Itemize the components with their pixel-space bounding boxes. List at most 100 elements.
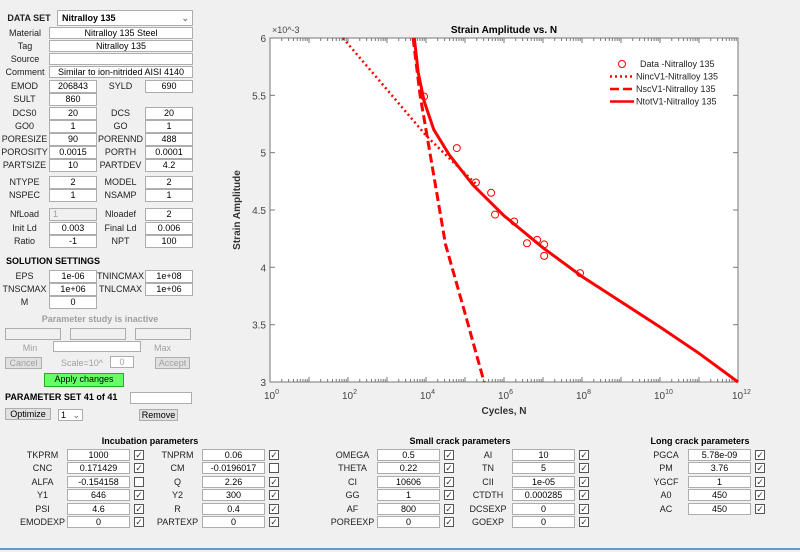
field-ctdth[interactable]: 0.000285 <box>512 489 575 502</box>
field-poresize[interactable]: 90 <box>49 133 97 146</box>
checkbox-cii[interactable]: ✓ <box>579 476 589 487</box>
field-ratio[interactable]: -1 <box>49 235 97 248</box>
checkbox-tnprm[interactable]: ✓ <box>269 450 279 460</box>
field-porosity[interactable]: 0.0015 <box>49 146 97 159</box>
field-nloadef[interactable]: 2 <box>145 208 193 221</box>
field-partdev[interactable]: 4.2 <box>145 159 193 172</box>
apply-changes-button[interactable]: Apply changes <box>44 373 124 387</box>
checkbox-dcsexp[interactable]: ✓ <box>579 503 589 514</box>
remove-button[interactable]: Remove <box>139 409 178 421</box>
field-goexp[interactable]: 0 <box>512 516 575 528</box>
field-poreexp[interactable]: 0 <box>377 516 440 528</box>
checkbox-ai[interactable]: ✓ <box>579 450 589 460</box>
checkbox-tkprm[interactable]: ✓ <box>134 450 144 460</box>
cancel-button[interactable]: Cancel <box>5 357 42 369</box>
checkbox-gg[interactable]: ✓ <box>444 490 454 501</box>
field-porennd[interactable]: 488 <box>145 133 193 146</box>
checkbox-emodexp[interactable]: ✓ <box>134 517 144 527</box>
checkbox-ctdth[interactable]: ✓ <box>579 490 589 501</box>
field-ac[interactable]: 450 <box>688 502 751 515</box>
param-study-field-0[interactable] <box>5 328 61 340</box>
field-pgca[interactable]: 5.78e-09 <box>688 449 751 461</box>
checkbox-r[interactable]: ✓ <box>269 503 279 514</box>
checkbox-goexp[interactable]: ✓ <box>579 517 589 527</box>
field-nsamp[interactable]: 1 <box>145 189 193 202</box>
field-dcs0[interactable]: 20 <box>49 107 97 120</box>
meta-field-tag[interactable]: Nitralloy 135 <box>49 40 193 52</box>
field-syld[interactable]: 690 <box>145 80 193 93</box>
field-nspec[interactable]: 1 <box>49 189 97 202</box>
checkbox-cm[interactable] <box>269 463 279 474</box>
field-tn[interactable]: 5 <box>512 462 575 475</box>
checkbox-ygcf[interactable]: ✓ <box>755 476 765 487</box>
field-npt[interactable]: 100 <box>145 235 193 248</box>
checkbox-cnc[interactable]: ✓ <box>134 463 144 474</box>
checkbox-poreexp[interactable]: ✓ <box>444 517 454 527</box>
field-nfload[interactable]: 1 <box>49 208 97 221</box>
field-ci[interactable]: 10606 <box>377 475 440 488</box>
checkbox-a0[interactable]: ✓ <box>755 490 765 501</box>
field-pm[interactable]: 3.76 <box>688 462 751 475</box>
checkbox-alfa[interactable] <box>134 476 144 487</box>
checkbox-omega[interactable]: ✓ <box>444 450 454 460</box>
meta-field-material[interactable]: Nitralloy 135 Steel <box>49 27 193 39</box>
checkbox-tn[interactable]: ✓ <box>579 463 589 474</box>
param-study-field-1[interactable] <box>70 328 126 340</box>
parameter-set-slider[interactable] <box>130 392 192 404</box>
checkbox-ci[interactable]: ✓ <box>444 476 454 487</box>
checkbox-pgca[interactable]: ✓ <box>755 450 765 460</box>
checkbox-pm[interactable]: ✓ <box>755 463 765 474</box>
checkbox-af[interactable]: ✓ <box>444 503 454 514</box>
field-init-ld[interactable]: 0.003 <box>49 222 97 235</box>
field-psi[interactable]: 4.6 <box>67 502 130 515</box>
field-go0[interactable]: 1 <box>49 120 97 133</box>
field-dcsexp[interactable]: 0 <box>512 502 575 515</box>
field-y1[interactable]: 646 <box>67 489 130 502</box>
field-cnc[interactable]: 0.171429 <box>67 462 130 475</box>
checkbox-q[interactable]: ✓ <box>269 476 279 487</box>
dataset-dropdown[interactable]: Nitralloy 135 ⌄ <box>57 10 193 26</box>
field-cm[interactable]: -0.0196017 <box>202 462 265 475</box>
field-eps[interactable]: 1e-06 <box>49 270 97 283</box>
field-ygcf[interactable]: 1 <box>688 475 751 488</box>
meta-field-comment[interactable]: Similar to ion-nitrided AISI 4140 <box>49 66 193 78</box>
field-a0[interactable]: 450 <box>688 489 751 502</box>
accept-button[interactable]: Accept <box>155 357 190 369</box>
field-sult[interactable]: 860 <box>49 93 97 106</box>
param-study-slider[interactable] <box>53 341 141 352</box>
field-tnprm[interactable]: 0.06 <box>202 449 265 461</box>
field-dcs[interactable]: 20 <box>145 107 193 120</box>
meta-field-source[interactable] <box>49 53 193 65</box>
param-study-field-2[interactable] <box>135 328 191 340</box>
checkbox-partexp[interactable]: ✓ <box>269 517 279 527</box>
field-emodexp[interactable]: 0 <box>67 516 130 528</box>
checkbox-psi[interactable]: ✓ <box>134 503 144 514</box>
field-m[interactable]: 0 <box>49 296 97 309</box>
field-r[interactable]: 0.4 <box>202 502 265 515</box>
checkbox-y1[interactable]: ✓ <box>134 490 144 501</box>
field-tnscmax[interactable]: 1e+06 <box>49 283 97 296</box>
field-ntype[interactable]: 2 <box>49 176 97 189</box>
checkbox-ac[interactable]: ✓ <box>755 503 765 514</box>
field-tnincmax[interactable]: 1e+08 <box>145 270 193 283</box>
optimize-button[interactable]: Optimize <box>5 408 51 420</box>
field-ai[interactable]: 10 <box>512 449 575 461</box>
field-theta[interactable]: 0.22 <box>377 462 440 475</box>
field-cii[interactable]: 1e-05 <box>512 475 575 488</box>
optimize-select[interactable]: 1 ⌄ <box>58 409 83 421</box>
field-af[interactable]: 800 <box>377 502 440 515</box>
field-tnlcmax[interactable]: 1e+06 <box>145 283 193 296</box>
field-alfa[interactable]: -0.154158 <box>67 475 130 488</box>
field-go[interactable]: 1 <box>145 120 193 133</box>
field-q[interactable]: 2.26 <box>202 475 265 488</box>
field-partsize[interactable]: 10 <box>49 159 97 172</box>
field-partexp[interactable]: 0 <box>202 516 265 528</box>
field-final-ld[interactable]: 0.006 <box>145 222 193 235</box>
field-y2[interactable]: 300 <box>202 489 265 502</box>
field-porth[interactable]: 0.0001 <box>145 146 193 159</box>
scale-field[interactable]: 0 <box>110 356 134 368</box>
field-model[interactable]: 2 <box>145 176 193 189</box>
checkbox-theta[interactable]: ✓ <box>444 463 454 474</box>
field-tkprm[interactable]: 1000 <box>67 449 130 461</box>
field-omega[interactable]: 0.5 <box>377 449 440 461</box>
